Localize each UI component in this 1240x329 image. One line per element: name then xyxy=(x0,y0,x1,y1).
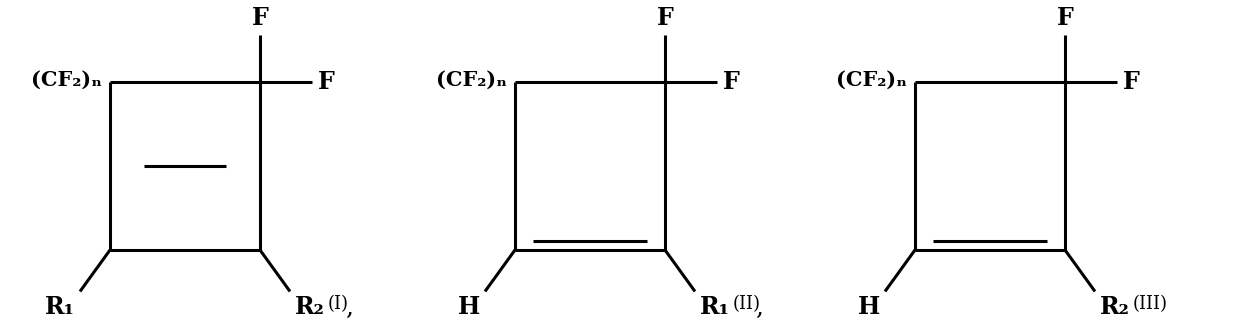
Text: R₂: R₂ xyxy=(1100,295,1130,319)
Text: (II): (II) xyxy=(733,295,761,314)
Text: (CF₂)ₙ: (CF₂)ₙ xyxy=(836,70,906,90)
Text: R₁: R₁ xyxy=(45,295,74,319)
Text: F: F xyxy=(656,6,673,30)
Text: F: F xyxy=(252,6,268,30)
Text: H: H xyxy=(458,295,480,319)
Text: (CF₂)ₙ: (CF₂)ₙ xyxy=(31,70,102,90)
Text: ,: , xyxy=(345,297,353,320)
Text: F: F xyxy=(723,70,740,94)
Text: (III): (III) xyxy=(1133,295,1168,314)
Text: (CF₂)ₙ: (CF₂)ₙ xyxy=(436,70,507,90)
Text: R₂: R₂ xyxy=(295,295,325,319)
Text: (I): (I) xyxy=(329,295,348,314)
Text: H: H xyxy=(858,295,880,319)
Text: F: F xyxy=(1123,70,1140,94)
Text: F: F xyxy=(317,70,335,94)
Text: F: F xyxy=(1056,6,1074,30)
Text: R₁: R₁ xyxy=(701,295,730,319)
Text: ,: , xyxy=(755,297,763,320)
